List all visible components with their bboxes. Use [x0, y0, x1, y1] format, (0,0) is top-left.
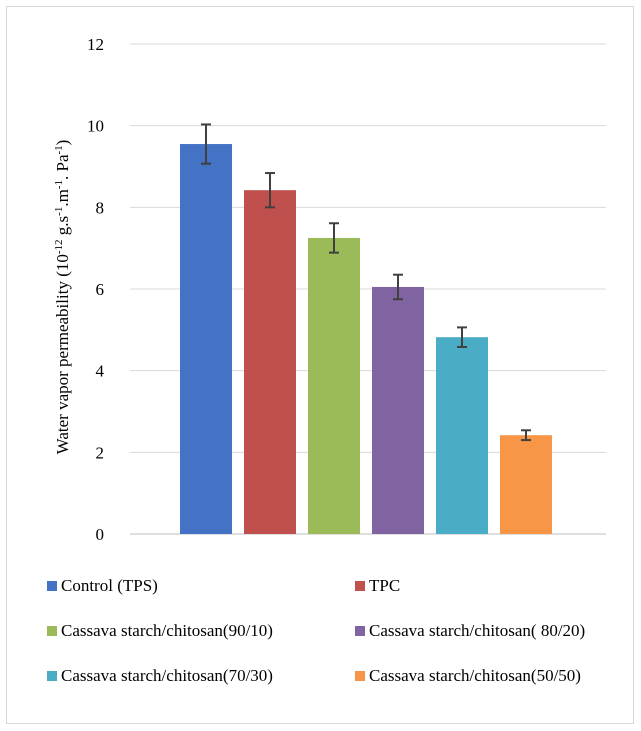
bar	[372, 286, 424, 534]
bar	[500, 435, 552, 534]
bar	[436, 337, 488, 534]
y-axis-title: Water vapor permeability (10-12 g.s-1.m-…	[53, 140, 72, 455]
y-tick-label: 8	[96, 198, 105, 217]
y-axis-title-part: -12	[53, 239, 65, 254]
y-axis-title-part: Water vapor permeability (10	[53, 254, 72, 454]
bar	[244, 190, 296, 534]
y-axis-title-part: .m	[53, 189, 72, 206]
y-axis-title-part: -1	[53, 207, 65, 216]
y-axis-title-part: -1	[53, 180, 65, 189]
y-axis-ticks: 0 2 4 6 8 10 12	[87, 35, 105, 544]
error-bars	[201, 123, 531, 442]
y-tick-label: 2	[96, 443, 105, 462]
bar	[180, 144, 232, 534]
y-tick-label: 0	[96, 525, 105, 544]
y-axis-title-part: g.s	[53, 216, 72, 240]
y-axis-title-part: )	[53, 140, 72, 146]
bar	[308, 237, 360, 535]
y-axis-title-part: -1	[53, 145, 65, 154]
y-tick-label: 4	[96, 362, 105, 381]
y-tick-label: 12	[87, 35, 104, 54]
y-tick-label: 6	[96, 280, 105, 299]
bars	[180, 144, 552, 535]
y-tick-label: 10	[87, 117, 104, 136]
y-axis-title-part: . Pa	[53, 154, 72, 180]
